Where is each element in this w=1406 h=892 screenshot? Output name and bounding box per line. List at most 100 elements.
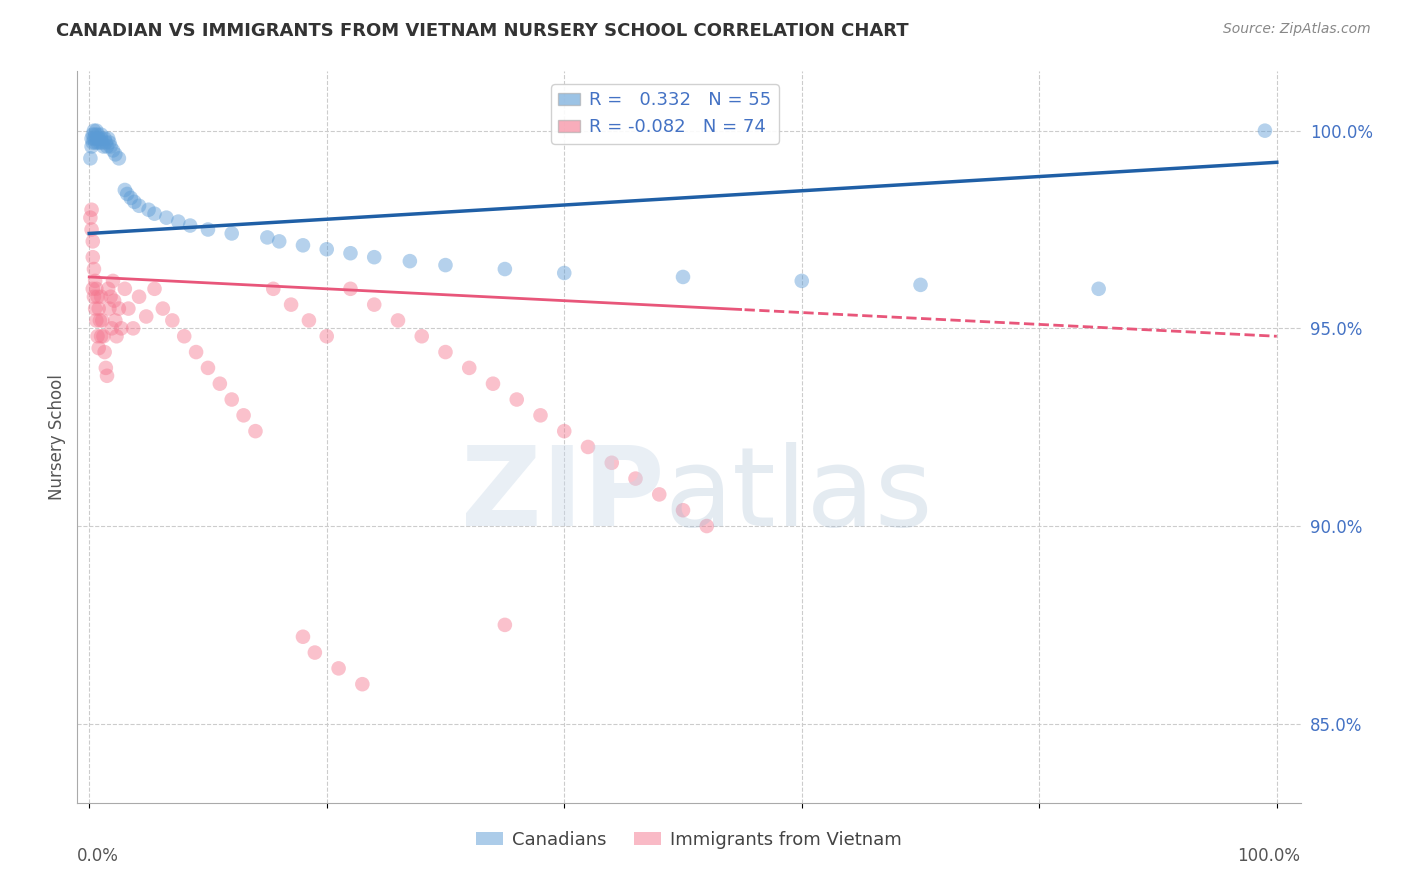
Point xyxy=(82,235,104,249)
Point xyxy=(434,345,457,359)
Point xyxy=(600,456,623,470)
Point xyxy=(232,409,254,423)
Point xyxy=(482,376,505,391)
Point xyxy=(80,139,103,153)
Point xyxy=(82,128,104,142)
Point xyxy=(84,128,107,142)
Point xyxy=(339,282,361,296)
Point xyxy=(86,131,108,145)
Point xyxy=(79,152,101,166)
Point xyxy=(173,329,195,343)
Point xyxy=(648,487,671,501)
Point xyxy=(93,131,115,145)
Point xyxy=(80,222,103,236)
Point xyxy=(124,194,146,209)
Point xyxy=(672,269,695,284)
Point xyxy=(114,282,136,296)
Point xyxy=(128,199,150,213)
Point xyxy=(494,262,516,277)
Point xyxy=(87,131,110,145)
Point xyxy=(298,313,321,327)
Point xyxy=(576,440,599,454)
Point xyxy=(120,191,142,205)
Point xyxy=(100,290,122,304)
Point xyxy=(91,136,114,150)
Text: ZIP: ZIP xyxy=(461,442,665,549)
Point xyxy=(100,139,122,153)
Text: 100.0%: 100.0% xyxy=(1237,847,1301,864)
Point xyxy=(87,341,110,355)
Point xyxy=(387,313,409,327)
Point xyxy=(262,282,284,296)
Point xyxy=(352,677,374,691)
Point xyxy=(86,329,108,343)
Point xyxy=(90,128,112,142)
Point xyxy=(696,519,718,533)
Point xyxy=(84,274,107,288)
Point xyxy=(506,392,529,407)
Point xyxy=(197,360,219,375)
Point xyxy=(90,329,112,343)
Point xyxy=(82,282,104,296)
Point xyxy=(83,131,105,145)
Point xyxy=(83,290,105,304)
Point xyxy=(291,238,314,252)
Point xyxy=(152,301,174,316)
Point xyxy=(98,136,121,150)
Text: atlas: atlas xyxy=(665,442,934,549)
Point xyxy=(363,250,385,264)
Point xyxy=(529,409,551,423)
Point xyxy=(104,147,127,161)
Point xyxy=(221,227,243,241)
Point xyxy=(143,282,166,296)
Point xyxy=(105,329,128,343)
Point xyxy=(167,214,190,228)
Point xyxy=(179,219,201,233)
Point xyxy=(89,136,111,150)
Point xyxy=(291,630,314,644)
Point xyxy=(339,246,361,260)
Point xyxy=(411,329,433,343)
Point xyxy=(91,313,114,327)
Point xyxy=(103,293,125,308)
Point xyxy=(434,258,457,272)
Point xyxy=(155,211,177,225)
Point xyxy=(84,136,107,150)
Point xyxy=(96,139,118,153)
Point xyxy=(315,242,337,256)
Point xyxy=(399,254,422,268)
Point xyxy=(83,123,105,137)
Point xyxy=(101,274,124,288)
Point xyxy=(115,186,138,201)
Point xyxy=(138,202,160,217)
Point xyxy=(80,202,103,217)
Point xyxy=(162,313,184,327)
Point xyxy=(245,424,267,438)
Point xyxy=(80,131,103,145)
Point xyxy=(672,503,695,517)
Point xyxy=(86,123,108,137)
Point xyxy=(87,301,110,316)
Y-axis label: Nursery School: Nursery School xyxy=(48,374,66,500)
Text: CANADIAN VS IMMIGRANTS FROM VIETNAM NURSERY SCHOOL CORRELATION CHART: CANADIAN VS IMMIGRANTS FROM VIETNAM NURS… xyxy=(56,22,908,40)
Point xyxy=(315,329,337,343)
Point xyxy=(114,183,136,197)
Point xyxy=(100,321,122,335)
Point xyxy=(135,310,157,324)
Point xyxy=(197,222,219,236)
Point xyxy=(86,313,108,327)
Point xyxy=(208,376,231,391)
Point xyxy=(458,360,481,375)
Point xyxy=(363,298,385,312)
Point xyxy=(304,646,326,660)
Point xyxy=(624,472,647,486)
Point xyxy=(93,345,115,359)
Point xyxy=(143,207,166,221)
Point xyxy=(128,290,150,304)
Point xyxy=(93,139,115,153)
Point xyxy=(90,131,112,145)
Point xyxy=(82,136,104,150)
Point xyxy=(117,301,139,316)
Point xyxy=(494,618,516,632)
Point xyxy=(90,290,112,304)
